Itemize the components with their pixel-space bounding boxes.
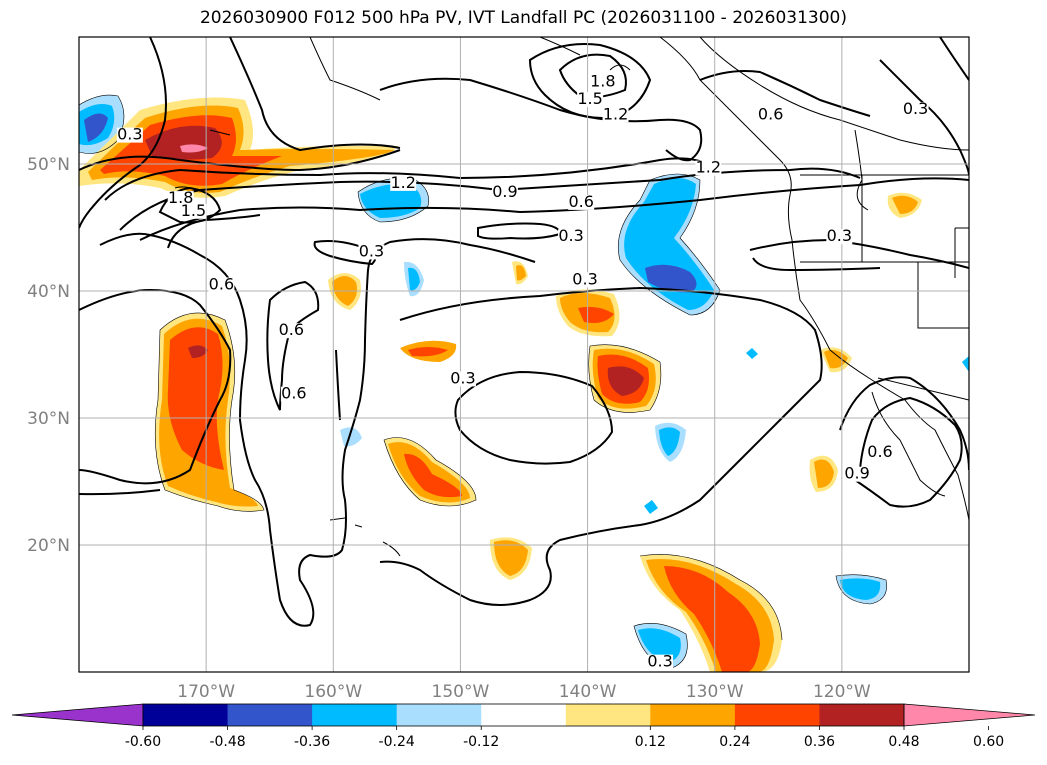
contour-label: 0.3 — [558, 226, 583, 245]
contour-label: 0.6 — [867, 442, 892, 461]
colorbar-tick-label: -0.24 — [379, 734, 415, 750]
contour-label-bg — [589, 74, 616, 90]
colorbar-segment — [227, 704, 313, 726]
contour-label-bg — [278, 323, 305, 339]
longitude-labels: 170°W 160°W 150°W 140°W 130°W 120°W — [177, 682, 871, 702]
contour-label-bg — [577, 92, 604, 108]
contour-label: 0.6 — [281, 384, 306, 403]
contour-label-bg — [491, 184, 518, 200]
shaded-anomalies — [79, 95, 969, 672]
contour-label: 1.2 — [696, 158, 721, 177]
colorbar-tick-label: 0.60 — [973, 734, 1004, 750]
latitude-label: 30°N — [27, 409, 70, 429]
colorbar-segment — [565, 704, 651, 726]
contour-label-bg — [602, 107, 629, 123]
colorbar-extend-low — [11, 703, 144, 727]
contour-label-bg — [572, 272, 599, 288]
contour-label: 0.3 — [117, 125, 142, 144]
longitude-label: 160°W — [304, 682, 362, 702]
contour-label-bg — [390, 175, 417, 191]
contour-label-bg — [568, 194, 595, 210]
contour-label: 0.6 — [758, 104, 783, 123]
latitude-label: 20°N — [27, 536, 70, 556]
longitude-label: 120°W — [813, 682, 871, 702]
colorbar-extend-high — [903, 703, 1036, 727]
contour-label: 0.6 — [568, 192, 593, 211]
longitude-label: 150°W — [432, 682, 490, 702]
contour-label: 0.3 — [903, 99, 928, 118]
contour-label-bg — [695, 160, 722, 176]
contour-label-bg — [180, 203, 207, 219]
colorbar-tick-label: -0.48 — [209, 734, 245, 750]
contour-label: 1.2 — [603, 104, 628, 123]
colorbar: -0.60 -0.48 -0.36 -0.24 -0.12 0.12 0.24 0.36 0.4… — [11, 703, 1036, 750]
colorbar-segment — [650, 704, 736, 726]
colorbar-tick-label: -0.60 — [125, 734, 161, 750]
contour-label-bg — [208, 277, 235, 293]
contour-label-bg — [826, 229, 853, 245]
contour-label-bg — [867, 445, 893, 461]
latitude-labels: 20°N 30°N 40°N 50°N — [27, 155, 70, 556]
longitude-label: 130°W — [686, 682, 744, 702]
contour-label-bg — [280, 386, 307, 402]
contour-label: 0.6 — [279, 320, 304, 339]
latitude-label: 40°N — [27, 282, 70, 302]
colorbar-segment — [819, 704, 905, 726]
colorbar-outline — [142, 703, 905, 727]
contour-label: 1.8 — [590, 71, 615, 90]
contour-label-bg — [167, 191, 194, 207]
contour-label: 1.5 — [577, 89, 602, 108]
colorbar-tick-label: -0.36 — [294, 734, 330, 750]
contour-label-bg — [647, 654, 674, 670]
contour-label-bg — [558, 229, 585, 245]
contour-label-bg — [116, 127, 143, 143]
contour-label: 0.3 — [572, 269, 597, 288]
contour-label: 0.3 — [359, 241, 384, 260]
colorbar-segment — [481, 704, 567, 726]
map-frame — [78, 36, 970, 673]
contour-labels: 0.31.81.51.81.51.2 0.6 0.31.21.2 0.90.60.30… — [116, 71, 929, 671]
colorbar-tick-label: 0.24 — [719, 734, 750, 750]
contour-label: 0.3 — [450, 368, 475, 387]
colorbar-segment — [396, 704, 482, 726]
contour-label: 0.3 — [647, 652, 672, 671]
contour-label: 0.9 — [844, 464, 869, 483]
colorbar-tick-label: 0.48 — [888, 734, 919, 750]
contour-label: 1.2 — [390, 173, 415, 192]
colorbar-segment — [143, 704, 229, 726]
contour-label-bg — [449, 371, 476, 387]
contour-label-bg — [757, 107, 784, 123]
colorbar-segment — [734, 704, 820, 726]
colorbar-tick-label: 0.12 — [635, 734, 666, 750]
colorbar-tick-label: 0.36 — [804, 734, 835, 750]
contour-label-bg — [358, 244, 385, 260]
contour-label: 0.9 — [492, 182, 517, 201]
contour-label-bg — [902, 102, 929, 118]
colorbar-tick-label: -0.12 — [463, 734, 499, 750]
contour-label: 0.3 — [827, 226, 852, 245]
colorbar-segment — [312, 704, 398, 726]
contour-label-bg — [844, 466, 871, 482]
latitude-label: 50°N — [27, 155, 70, 175]
longitude-label: 140°W — [559, 682, 617, 702]
longitude-label: 170°W — [177, 682, 235, 702]
contour-label: 0.6 — [209, 274, 234, 293]
contour-label: 1.5 — [181, 201, 206, 220]
map-title: 2026030900 F012 500 hPa PV, IVT Landfall… — [199, 8, 847, 28]
contour-label: 1.8 — [168, 188, 193, 207]
